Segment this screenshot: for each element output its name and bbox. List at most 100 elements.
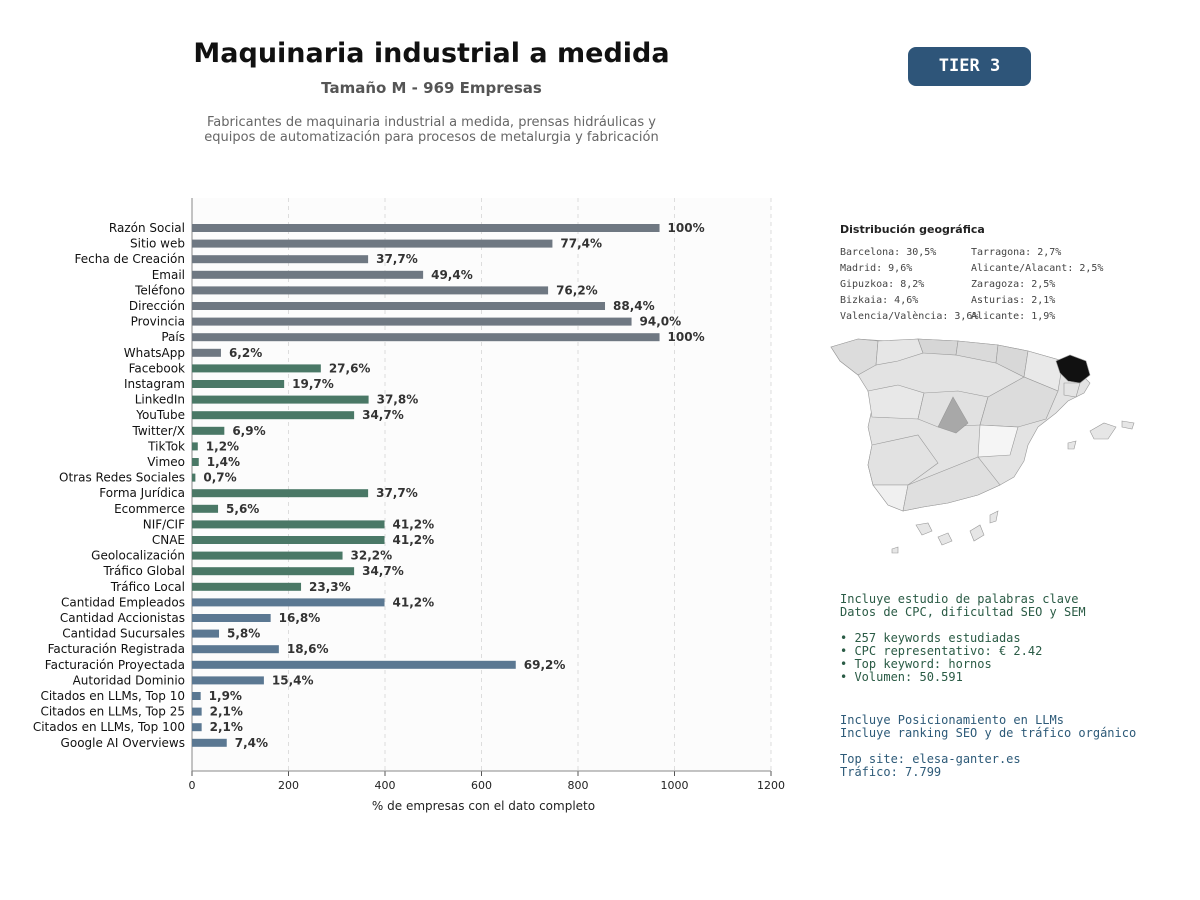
data-label: 100% bbox=[668, 221, 705, 235]
y-tick-label: Tráfico Global bbox=[103, 564, 185, 578]
x-tick-label: 0 bbox=[189, 779, 196, 792]
keywords-bullet: • Top keyword: hornos bbox=[840, 657, 992, 671]
bar bbox=[192, 520, 385, 529]
y-tick-label: Teléfono bbox=[134, 283, 185, 297]
keywords-bullet: • 257 keywords estudiadas bbox=[840, 631, 1021, 645]
data-label: 37,7% bbox=[376, 486, 418, 500]
tier-badge: TIER 3 bbox=[908, 47, 1031, 86]
map-region bbox=[1063, 382, 1081, 398]
data-label: 77,4% bbox=[560, 237, 602, 251]
y-tick-label: Cantidad Accionistas bbox=[60, 611, 185, 625]
data-label: 34,7% bbox=[362, 408, 404, 422]
map-region bbox=[902, 456, 1001, 512]
y-tick-label: Fecha de Creación bbox=[75, 252, 185, 266]
bar bbox=[192, 536, 385, 544]
data-label: 69,2% bbox=[524, 658, 566, 672]
bar bbox=[192, 348, 221, 357]
data-label: 6,9% bbox=[232, 424, 265, 438]
bar bbox=[192, 645, 279, 654]
data-label: 49,4% bbox=[431, 268, 473, 282]
map-region bbox=[1067, 440, 1077, 450]
y-tick-label: Forma Jurídica bbox=[99, 486, 185, 500]
data-label: 41,2% bbox=[393, 595, 435, 609]
bar bbox=[192, 458, 199, 466]
bar bbox=[192, 692, 201, 700]
geo-item: Alicante: 1,9% bbox=[971, 311, 1056, 322]
y-tick-label: Cantidad Empleados bbox=[61, 595, 185, 609]
y-tick-label: Provincia bbox=[131, 315, 185, 329]
top-site-traffic: Tráfico: 7.799 bbox=[840, 765, 942, 779]
y-tick-label: Email bbox=[152, 268, 185, 282]
description-line-2: equipos de automatización para procesos … bbox=[204, 130, 659, 145]
y-tick-label: NIF/CIF bbox=[143, 517, 185, 531]
bar bbox=[192, 224, 660, 232]
geo-item: Alicante/Alacant: 2,5% bbox=[971, 263, 1104, 274]
y-tick-label: Cantidad Sucursales bbox=[62, 627, 185, 641]
y-tick-label: Facturación Registrada bbox=[48, 642, 185, 656]
x-tick-label: 1000 bbox=[661, 779, 689, 792]
bar bbox=[192, 707, 202, 716]
y-tick-label: Dirección bbox=[129, 299, 185, 313]
map-region bbox=[937, 396, 969, 434]
bar bbox=[192, 333, 660, 342]
llm-line-1: Incluye Posicionamiento en LLMs bbox=[840, 713, 1064, 727]
bar bbox=[192, 614, 271, 622]
y-tick-label: Tráfico Local bbox=[110, 580, 185, 594]
y-tick-label: TikTok bbox=[147, 439, 185, 453]
map-region bbox=[1121, 420, 1135, 430]
map-region bbox=[1089, 422, 1117, 440]
x-tick-label: 600 bbox=[471, 779, 492, 792]
y-tick-label: Vimeo bbox=[147, 455, 185, 469]
data-label: 23,3% bbox=[309, 580, 351, 594]
map-region bbox=[917, 338, 959, 356]
data-label: 19,7% bbox=[292, 377, 334, 391]
map-region bbox=[875, 338, 924, 366]
geo-item: Tarragona: 2,7% bbox=[971, 247, 1062, 258]
bar bbox=[192, 442, 198, 451]
bar bbox=[192, 317, 632, 326]
geo-title: Distribución geográfica bbox=[840, 223, 985, 236]
map-region bbox=[1055, 354, 1091, 384]
geo-item: Bizkaia: 4,6% bbox=[840, 295, 919, 306]
data-label: 1,2% bbox=[206, 439, 239, 453]
bar bbox=[192, 598, 385, 607]
data-label: 1,9% bbox=[209, 689, 242, 703]
data-label: 16,8% bbox=[279, 611, 321, 625]
bar bbox=[192, 380, 285, 388]
description-line-1: Fabricantes de maquinaria industrial a m… bbox=[207, 115, 656, 130]
geo-item: Madrid: 9,6% bbox=[840, 263, 913, 274]
bar bbox=[192, 426, 225, 435]
data-label: 27,6% bbox=[329, 361, 371, 375]
y-tick-label: Facebook bbox=[129, 361, 185, 375]
map-region bbox=[969, 524, 985, 542]
keywords-line-2: Datos de CPC, dificultad SEO y SEM bbox=[840, 605, 1086, 619]
bar bbox=[192, 473, 196, 482]
y-tick-label: Instagram bbox=[124, 377, 185, 391]
geo-item: Valencia/València: 3,6% bbox=[840, 311, 979, 322]
bar bbox=[192, 255, 369, 264]
spain-map bbox=[830, 338, 1135, 554]
y-tick-label: Ecommerce bbox=[114, 502, 185, 516]
top-site: Top site: elesa-ganter.es bbox=[840, 752, 1021, 766]
data-label: 6,2% bbox=[229, 346, 262, 360]
bar bbox=[192, 723, 202, 732]
data-label: 7,4% bbox=[235, 736, 268, 750]
y-tick-label: Facturación Proyectada bbox=[45, 658, 185, 672]
data-label: 37,8% bbox=[377, 393, 419, 407]
data-label: 88,4% bbox=[613, 299, 655, 313]
y-tick-label: WhatsApp bbox=[124, 346, 185, 360]
page-subtitle: Tamaño M - 969 Empresas bbox=[321, 79, 542, 97]
bar bbox=[192, 567, 355, 576]
data-label: 0,7% bbox=[203, 471, 236, 485]
data-label: 32,2% bbox=[351, 549, 393, 563]
map-region bbox=[989, 510, 999, 524]
geo-item: Asturias: 2,1% bbox=[971, 295, 1056, 306]
bar bbox=[192, 660, 516, 669]
y-tick-label: Twitter/X bbox=[132, 424, 185, 438]
y-tick-label: Google AI Overviews bbox=[61, 736, 185, 750]
bar bbox=[192, 302, 606, 310]
y-tick-label: País bbox=[161, 330, 185, 344]
y-tick-label: Geolocalización bbox=[91, 549, 185, 563]
keywords-bullet: • CPC representativo: € 2.42 bbox=[840, 644, 1043, 658]
data-label: 34,7% bbox=[362, 564, 404, 578]
